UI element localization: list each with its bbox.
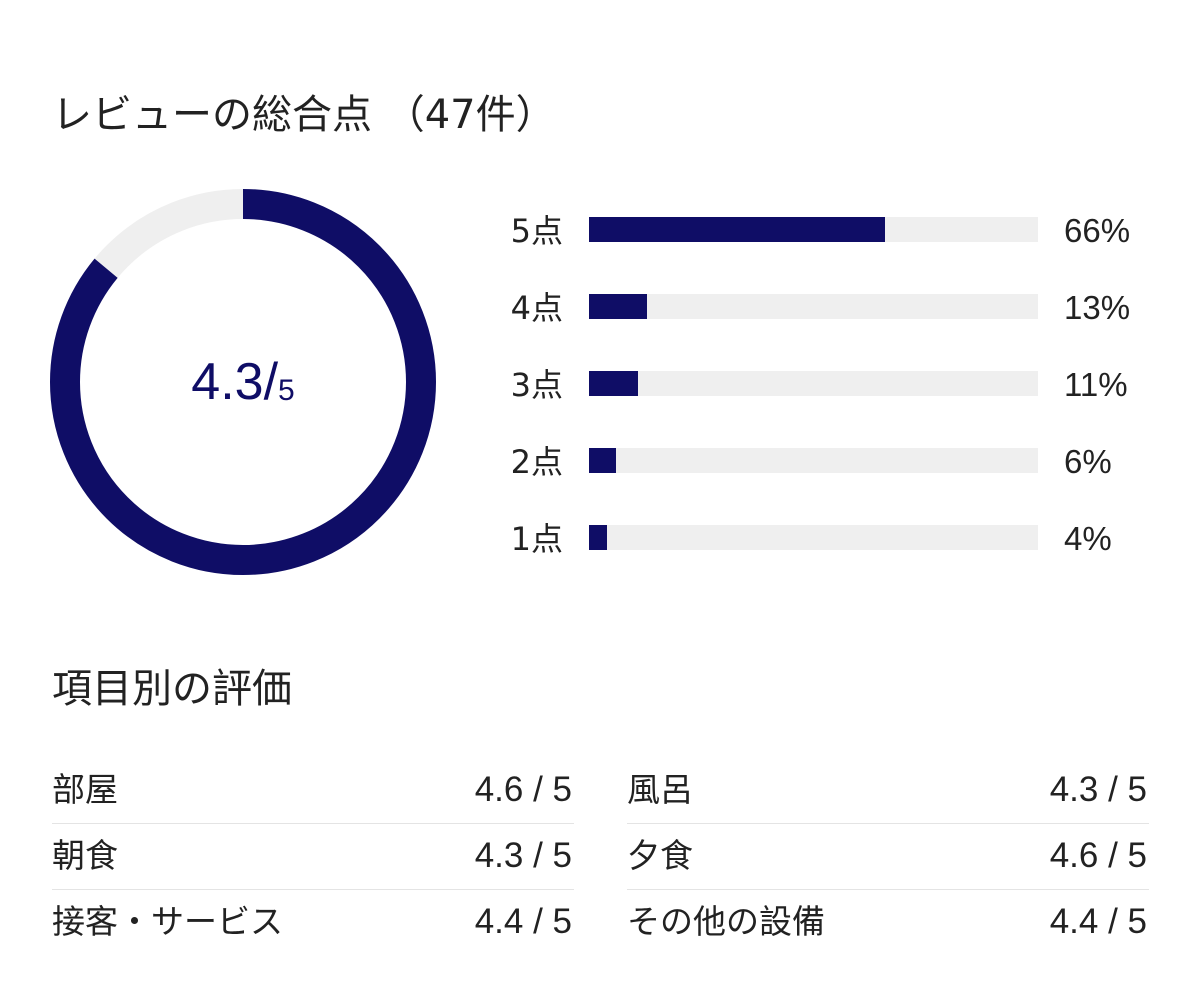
distribution-bar-fill (589, 371, 639, 396)
category-row-bath: 風呂 4.3 / 5 (627, 758, 1149, 824)
distribution-row-4: 4点 13% (495, 285, 1155, 362)
category-ratings-left-column: 部屋 4.6 / 5 朝食 4.3 / 5 接客・サービス 4.4 / 5 (52, 758, 574, 956)
category-name: 朝食 (52, 836, 118, 875)
overall-score-max: 5 (278, 374, 295, 407)
distribution-label: 2点 (510, 443, 563, 481)
category-row-other-facilities: その他の設備 4.4 / 5 (627, 890, 1149, 956)
overall-score-label: 4.3/5 (50, 189, 436, 575)
rating-distribution: 5点 66% 4点 13% 3点 11% 2点 6% (495, 208, 1155, 593)
distribution-bar-fill (589, 525, 607, 550)
category-ratings-right-column: 風呂 4.3 / 5 夕食 4.6 / 5 その他の設備 4.4 / 5 (627, 758, 1149, 956)
category-name: その他の設備 (627, 902, 825, 941)
category-row-breakfast: 朝食 4.3 / 5 (52, 824, 574, 890)
category-row-room: 部屋 4.6 / 5 (52, 758, 574, 824)
category-name: 接客・サービス (52, 902, 283, 941)
distribution-percent: 13% (1064, 289, 1131, 326)
distribution-bar-track (589, 448, 1038, 473)
distribution-bar-track (589, 294, 1038, 319)
distribution-label: 5点 (510, 212, 563, 250)
category-score: 4.3 / 5 (474, 836, 572, 875)
distribution-bar-track (589, 217, 1038, 242)
category-name: 部屋 (52, 770, 118, 809)
distribution-bar-track (589, 525, 1038, 550)
category-ratings-title: 項目別の評価 (52, 666, 292, 712)
category-score: 4.6 / 5 (1049, 836, 1147, 875)
category-score: 4.4 / 5 (474, 902, 572, 941)
distribution-row-2: 2点 6% (495, 439, 1155, 516)
distribution-bar-fill (589, 448, 616, 473)
category-score: 4.4 / 5 (1049, 902, 1147, 941)
category-score: 4.6 / 5 (474, 770, 572, 809)
category-row-service: 接客・サービス 4.4 / 5 (52, 890, 574, 956)
distribution-row-3: 3点 11% (495, 362, 1155, 439)
donut-chart (50, 189, 436, 575)
category-name: 夕食 (627, 836, 693, 875)
distribution-label: 3点 (510, 366, 563, 404)
distribution-row-5: 5点 66% (495, 208, 1155, 285)
distribution-bar-fill (589, 294, 648, 319)
distribution-bar-fill (589, 217, 886, 242)
distribution-label: 1点 (510, 520, 563, 558)
category-name: 風呂 (627, 770, 693, 809)
distribution-percent: 6% (1064, 443, 1112, 480)
review-summary-title: レビューの総合点 （47件） (52, 92, 556, 138)
overall-score-separator: / (263, 353, 279, 411)
distribution-percent: 11% (1064, 366, 1128, 403)
distribution-percent: 66% (1064, 212, 1131, 249)
category-row-dinner: 夕食 4.6 / 5 (627, 824, 1149, 890)
distribution-bar-track (589, 371, 1038, 396)
category-score: 4.3 / 5 (1049, 770, 1147, 809)
distribution-label: 4点 (510, 289, 563, 327)
distribution-row-1: 1点 4% (495, 516, 1155, 593)
overall-score-value: 4.3 (191, 353, 264, 411)
distribution-percent: 4% (1064, 520, 1112, 557)
donut-score-arc (50, 189, 436, 575)
overall-score-donut: 4.3/5 (50, 189, 436, 575)
